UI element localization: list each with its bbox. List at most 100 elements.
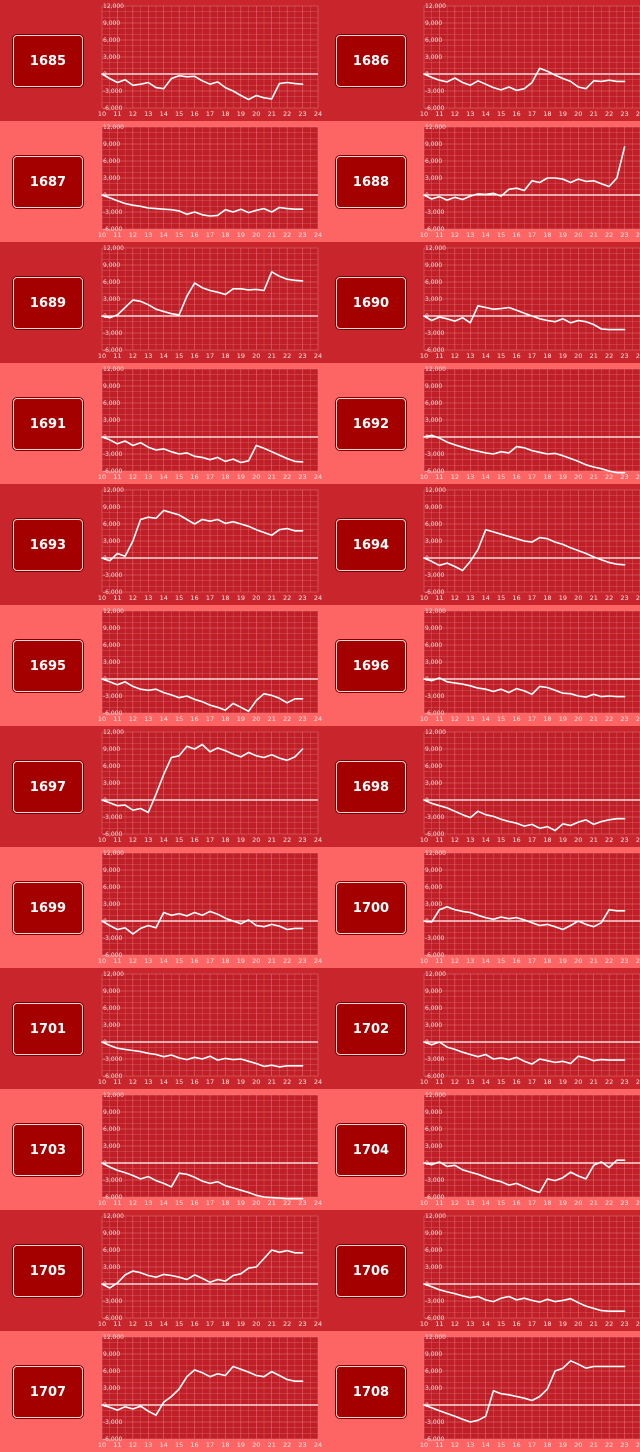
slump-chart[interactable]: 12,000 9,000 6,000 3,000 0 -3,000 -6,000 10 11 12… [420,1090,640,1208]
y-tick-label: -3,000 [425,209,445,216]
slump-chart[interactable]: 12,000 9,000 6,000 3,000 0 -3,000 -6,000 10 11 12… [98,606,322,724]
machine-number-button[interactable]: 1693 [13,519,83,571]
machine-number-button[interactable]: 1708 [336,1366,406,1418]
slump-chart[interactable]: 12,000 9,000 6,000 3,000 0 -3,000 -6,000 10 11 12… [420,485,640,603]
machine-cell: 1687 12,000 9,000 6,000 3,000 0 -3,000 -6,000 10… [0,121,322,242]
y-tick-label: 9,000 [103,625,120,632]
slump-chart[interactable]: 12,000 9,000 6,000 3,000 0 -3,000 -6,000 10 11 12… [420,1211,640,1329]
x-tick-label: 17 [528,1199,536,1207]
machine-number-button[interactable]: 1688 [336,156,406,208]
x-tick-label: 19 [237,1441,245,1449]
x-tick-label: 24 [314,1199,322,1207]
machine-number-button[interactable]: 1687 [13,156,83,208]
x-tick-label: 15 [497,231,505,239]
x-tick-label: 10 [98,1441,106,1449]
slump-chart[interactable]: 12,000 9,000 6,000 3,000 0 -3,000 -6,000 10 11 12… [98,364,322,482]
machine-number-button[interactable]: 1692 [336,398,406,450]
x-tick-label: 21 [590,836,598,844]
slump-chart[interactable]: 12,000 9,000 6,000 3,000 0 -3,000 -6,000 10 11 12… [98,969,322,1087]
x-tick-label: 12 [451,836,459,844]
machine-number-button[interactable]: 1704 [336,1124,406,1176]
x-tick-label: 10 [420,231,428,239]
machine-number-button[interactable]: 1699 [13,882,83,934]
y-tick-label: 12,000 [425,1092,446,1099]
machine-number-button[interactable]: 1685 [13,35,83,87]
x-tick-label: 14 [160,594,168,602]
machine-number-button[interactable]: 1689 [13,277,83,329]
machine-number-button[interactable]: 1700 [336,882,406,934]
x-tick-label: 12 [129,1441,137,1449]
x-tick-label: 21 [268,231,276,239]
x-tick-label: 10 [420,473,428,481]
x-tick-label: 16 [190,110,198,118]
y-tick-label: 6,000 [103,1247,120,1254]
slump-chart[interactable]: 12,000 9,000 6,000 3,000 0 -3,000 -6,000 10 11 12… [98,1332,322,1450]
slump-chart[interactable]: 12,000 9,000 6,000 3,000 0 -3,000 -6,000 10 11 12… [420,606,640,724]
slump-chart[interactable]: 12,000 9,000 6,000 3,000 0 -3,000 -6,000 10 11 12… [420,848,640,966]
machine-number-button[interactable]: 1686 [336,35,406,87]
machine-number-button[interactable]: 1695 [13,640,83,692]
slump-chart[interactable]: 12,000 9,000 6,000 3,000 0 -3,000 -6,000 10 11 12… [98,1211,322,1329]
machine-number-button[interactable]: 1702 [336,1003,406,1055]
x-tick-label: 15 [175,473,183,481]
slump-chart[interactable]: 12,000 9,000 6,000 3,000 0 -3,000 -6,000 10 11 12… [420,727,640,845]
slump-chart[interactable]: 12,000 9,000 6,000 3,000 0 -3,000 -6,000 10 11 12… [420,1,640,119]
x-tick-label: 17 [206,1199,214,1207]
machine-number-button[interactable]: 1703 [13,1124,83,1176]
machine-number-button[interactable]: 1690 [336,277,406,329]
series-line [423,677,626,698]
slump-chart[interactable]: 12,000 9,000 6,000 3,000 0 -3,000 -6,000 10 11 12… [420,364,640,482]
slump-chart[interactable]: 12,000 9,000 6,000 3,000 0 -3,000 -6,000 10 11 12… [420,1332,640,1450]
x-tick-label: 14 [482,957,490,965]
x-tick-label: 21 [590,957,598,965]
machine-number-button[interactable]: 1697 [13,761,83,813]
slump-chart[interactable]: 12,000 9,000 6,000 3,000 0 -3,000 -6,000 10 11 12… [98,727,322,845]
x-tick-label: 14 [482,231,490,239]
x-tick-label: 17 [528,1320,536,1328]
x-tick-label: 18 [543,715,551,723]
slump-chart[interactable]: 12,000 9,000 6,000 3,000 0 -3,000 -6,000 10 11 12… [420,969,640,1087]
slump-chart[interactable]: 12,000 9,000 6,000 3,000 0 -3,000 -6,000 10 11 12… [98,1,322,119]
x-tick-label: 17 [206,1078,214,1086]
slump-chart[interactable]: 12,000 9,000 6,000 3,000 0 -3,000 -6,000 10 11 12… [98,122,322,240]
machine-cell: 1693 12,000 9,000 6,000 3,000 0 -3,000 -6,000 10… [0,484,322,605]
x-tick-label: 13 [466,1199,474,1207]
machine-number-button[interactable]: 1696 [336,640,406,692]
machine-cell: 1695 12,000 9,000 6,000 3,000 0 -3,000 -6,000 10… [0,605,322,726]
machine-number-button[interactable]: 1694 [336,519,406,571]
machine-number-button[interactable]: 1691 [13,398,83,450]
x-tick-label: 19 [559,1441,567,1449]
machine-number-button[interactable]: 1707 [13,1366,83,1418]
y-tick-label: 9,000 [103,1351,120,1358]
x-tick-label: 14 [160,715,168,723]
x-tick-label: 16 [190,957,198,965]
y-tick-label: 12,000 [425,245,446,252]
y-tick-label: -3,000 [103,935,123,942]
x-tick-label: 18 [543,352,551,360]
slump-chart[interactable]: 12,000 9,000 6,000 3,000 0 -3,000 -6,000 10 11 12… [98,485,322,603]
x-tick-label: 15 [175,957,183,965]
slump-chart[interactable]: 12,000 9,000 6,000 3,000 0 -3,000 -6,000 10 11 12… [98,1090,322,1208]
slump-chart[interactable]: 12,000 9,000 6,000 3,000 0 -3,000 -6,000 10 11 12… [420,243,640,361]
x-tick-label: 14 [482,352,490,360]
y-tick-label: -6,000 [425,1194,445,1201]
slump-chart[interactable]: 12,000 9,000 6,000 3,000 0 -3,000 -6,000 10 11 12… [98,848,322,966]
x-tick-label: 13 [466,352,474,360]
machine-number-button[interactable]: 1701 [13,1003,83,1055]
y-tick-label: 6,000 [425,1368,442,1375]
machine-number-button[interactable]: 1705 [13,1245,83,1297]
x-tick-label: 12 [129,1320,137,1328]
machine-row: 1701 12,000 9,000 6,000 3,000 0 -3,000 -6,000 10… [0,968,640,1089]
slump-chart[interactable]: 12,000 9,000 6,000 3,000 0 -3,000 -6,000 10 11 12… [420,122,640,240]
x-tick-label: 12 [129,594,137,602]
x-tick-label: 18 [543,836,551,844]
x-tick-label: 12 [451,231,459,239]
x-tick-label: 21 [590,715,598,723]
x-tick-label: 15 [175,836,183,844]
machine-number-button[interactable]: 1706 [336,1245,406,1297]
machine-number-button[interactable]: 1698 [336,761,406,813]
slump-chart[interactable]: 12,000 9,000 6,000 3,000 0 -3,000 -6,000 10 11 12… [98,243,322,361]
machine-cell: 1706 12,000 9,000 6,000 3,000 0 -3,000 -6,000 10… [320,1210,640,1331]
